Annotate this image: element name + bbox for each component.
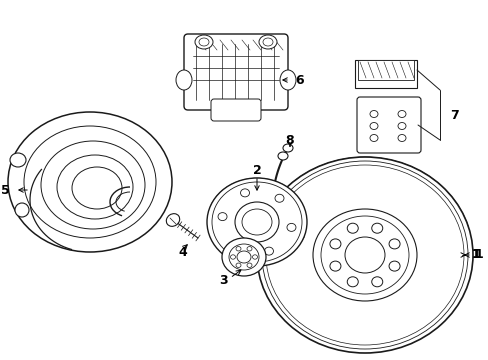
Ellipse shape <box>278 152 287 160</box>
Ellipse shape <box>229 242 239 250</box>
Text: 7: 7 <box>449 108 458 122</box>
Ellipse shape <box>166 213 179 226</box>
Ellipse shape <box>369 122 377 130</box>
Ellipse shape <box>218 213 226 221</box>
Ellipse shape <box>176 70 192 90</box>
Ellipse shape <box>371 277 382 287</box>
Text: 8: 8 <box>285 134 294 147</box>
FancyBboxPatch shape <box>356 97 420 153</box>
Ellipse shape <box>237 251 250 263</box>
Ellipse shape <box>259 35 276 49</box>
Ellipse shape <box>206 178 306 266</box>
Text: 3: 3 <box>219 274 228 288</box>
Ellipse shape <box>397 111 405 117</box>
Ellipse shape <box>274 194 284 202</box>
Ellipse shape <box>10 153 26 167</box>
Ellipse shape <box>257 157 472 353</box>
Text: 5: 5 <box>1 184 10 197</box>
Ellipse shape <box>228 244 259 270</box>
Ellipse shape <box>242 209 271 235</box>
FancyBboxPatch shape <box>183 34 287 110</box>
Ellipse shape <box>246 263 251 267</box>
Ellipse shape <box>291 231 304 241</box>
Ellipse shape <box>246 247 251 251</box>
Ellipse shape <box>346 223 358 233</box>
Ellipse shape <box>240 189 249 197</box>
Ellipse shape <box>371 223 382 233</box>
Ellipse shape <box>236 247 241 251</box>
Ellipse shape <box>195 35 213 49</box>
Ellipse shape <box>264 247 273 255</box>
Text: 1: 1 <box>471 248 480 261</box>
Ellipse shape <box>286 224 295 231</box>
Ellipse shape <box>397 135 405 141</box>
Ellipse shape <box>369 135 377 141</box>
Text: 2: 2 <box>252 163 261 176</box>
Ellipse shape <box>8 112 172 252</box>
Ellipse shape <box>320 216 408 294</box>
Bar <box>354 60 416 88</box>
Ellipse shape <box>369 111 377 117</box>
Ellipse shape <box>283 144 292 152</box>
Ellipse shape <box>235 202 279 242</box>
Ellipse shape <box>222 238 265 276</box>
Text: 1: 1 <box>474 248 483 261</box>
Ellipse shape <box>312 209 416 301</box>
Ellipse shape <box>236 263 241 267</box>
Ellipse shape <box>329 261 340 271</box>
Ellipse shape <box>345 237 384 273</box>
Bar <box>357 60 413 80</box>
Ellipse shape <box>280 70 295 90</box>
Ellipse shape <box>329 239 340 249</box>
Ellipse shape <box>230 255 235 259</box>
Ellipse shape <box>346 277 358 287</box>
Ellipse shape <box>15 203 29 217</box>
Ellipse shape <box>388 261 399 271</box>
Text: 1: 1 <box>460 248 480 261</box>
Ellipse shape <box>388 239 399 249</box>
Ellipse shape <box>252 255 257 259</box>
FancyBboxPatch shape <box>210 99 261 121</box>
Ellipse shape <box>397 122 405 130</box>
Text: 4: 4 <box>178 246 187 258</box>
Text: 6: 6 <box>294 73 303 86</box>
